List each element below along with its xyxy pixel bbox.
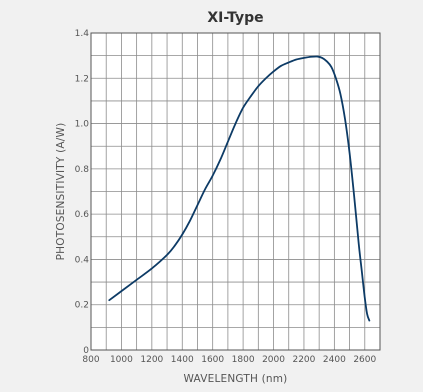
y-tick-label: 0.8 <box>75 165 90 175</box>
series-line <box>108 55 371 322</box>
x-tick-label: 800 <box>82 355 99 365</box>
x-tick-labels: 800 1000 1200 1400 1600 1800 2000 2200 2400 2600 <box>82 355 376 365</box>
y-tick-label: 1.4 <box>75 29 90 39</box>
x-tick-label: 2400 <box>323 355 346 365</box>
y-axis-label: PHOTOSENSITIVITY (A/W) <box>55 123 67 261</box>
y-tick-label: 0.2 <box>75 301 89 311</box>
x-tick-label: 1600 <box>201 355 224 365</box>
x-tick-label: 2600 <box>353 355 376 365</box>
y-tick-label: 0.6 <box>75 210 90 220</box>
x-tick-label: 2000 <box>262 355 285 365</box>
x-tick-label: 2200 <box>292 355 315 365</box>
x-tick-label: 1000 <box>110 355 133 365</box>
y-tick-label: 0.4 <box>75 255 90 265</box>
x-tick-label: 1200 <box>140 355 163 365</box>
x-tick-label: 1400 <box>171 355 194 365</box>
plot-border <box>90 32 381 351</box>
chart-title: XI-Type <box>207 10 263 26</box>
y-tick-label: 1.2 <box>75 74 89 84</box>
y-tick-labels: 0 0.2 0.4 0.6 0.8 1.0 1.2 1.4 <box>75 29 90 356</box>
series-group <box>108 55 371 322</box>
x-tick-label: 1800 <box>232 355 255 365</box>
y-tick-label: 1.0 <box>75 120 90 130</box>
x-axis-label: WAVELENGTH (nm) <box>184 373 288 385</box>
y-tick-label: 0 <box>83 346 89 356</box>
plot-frame <box>90 32 381 351</box>
